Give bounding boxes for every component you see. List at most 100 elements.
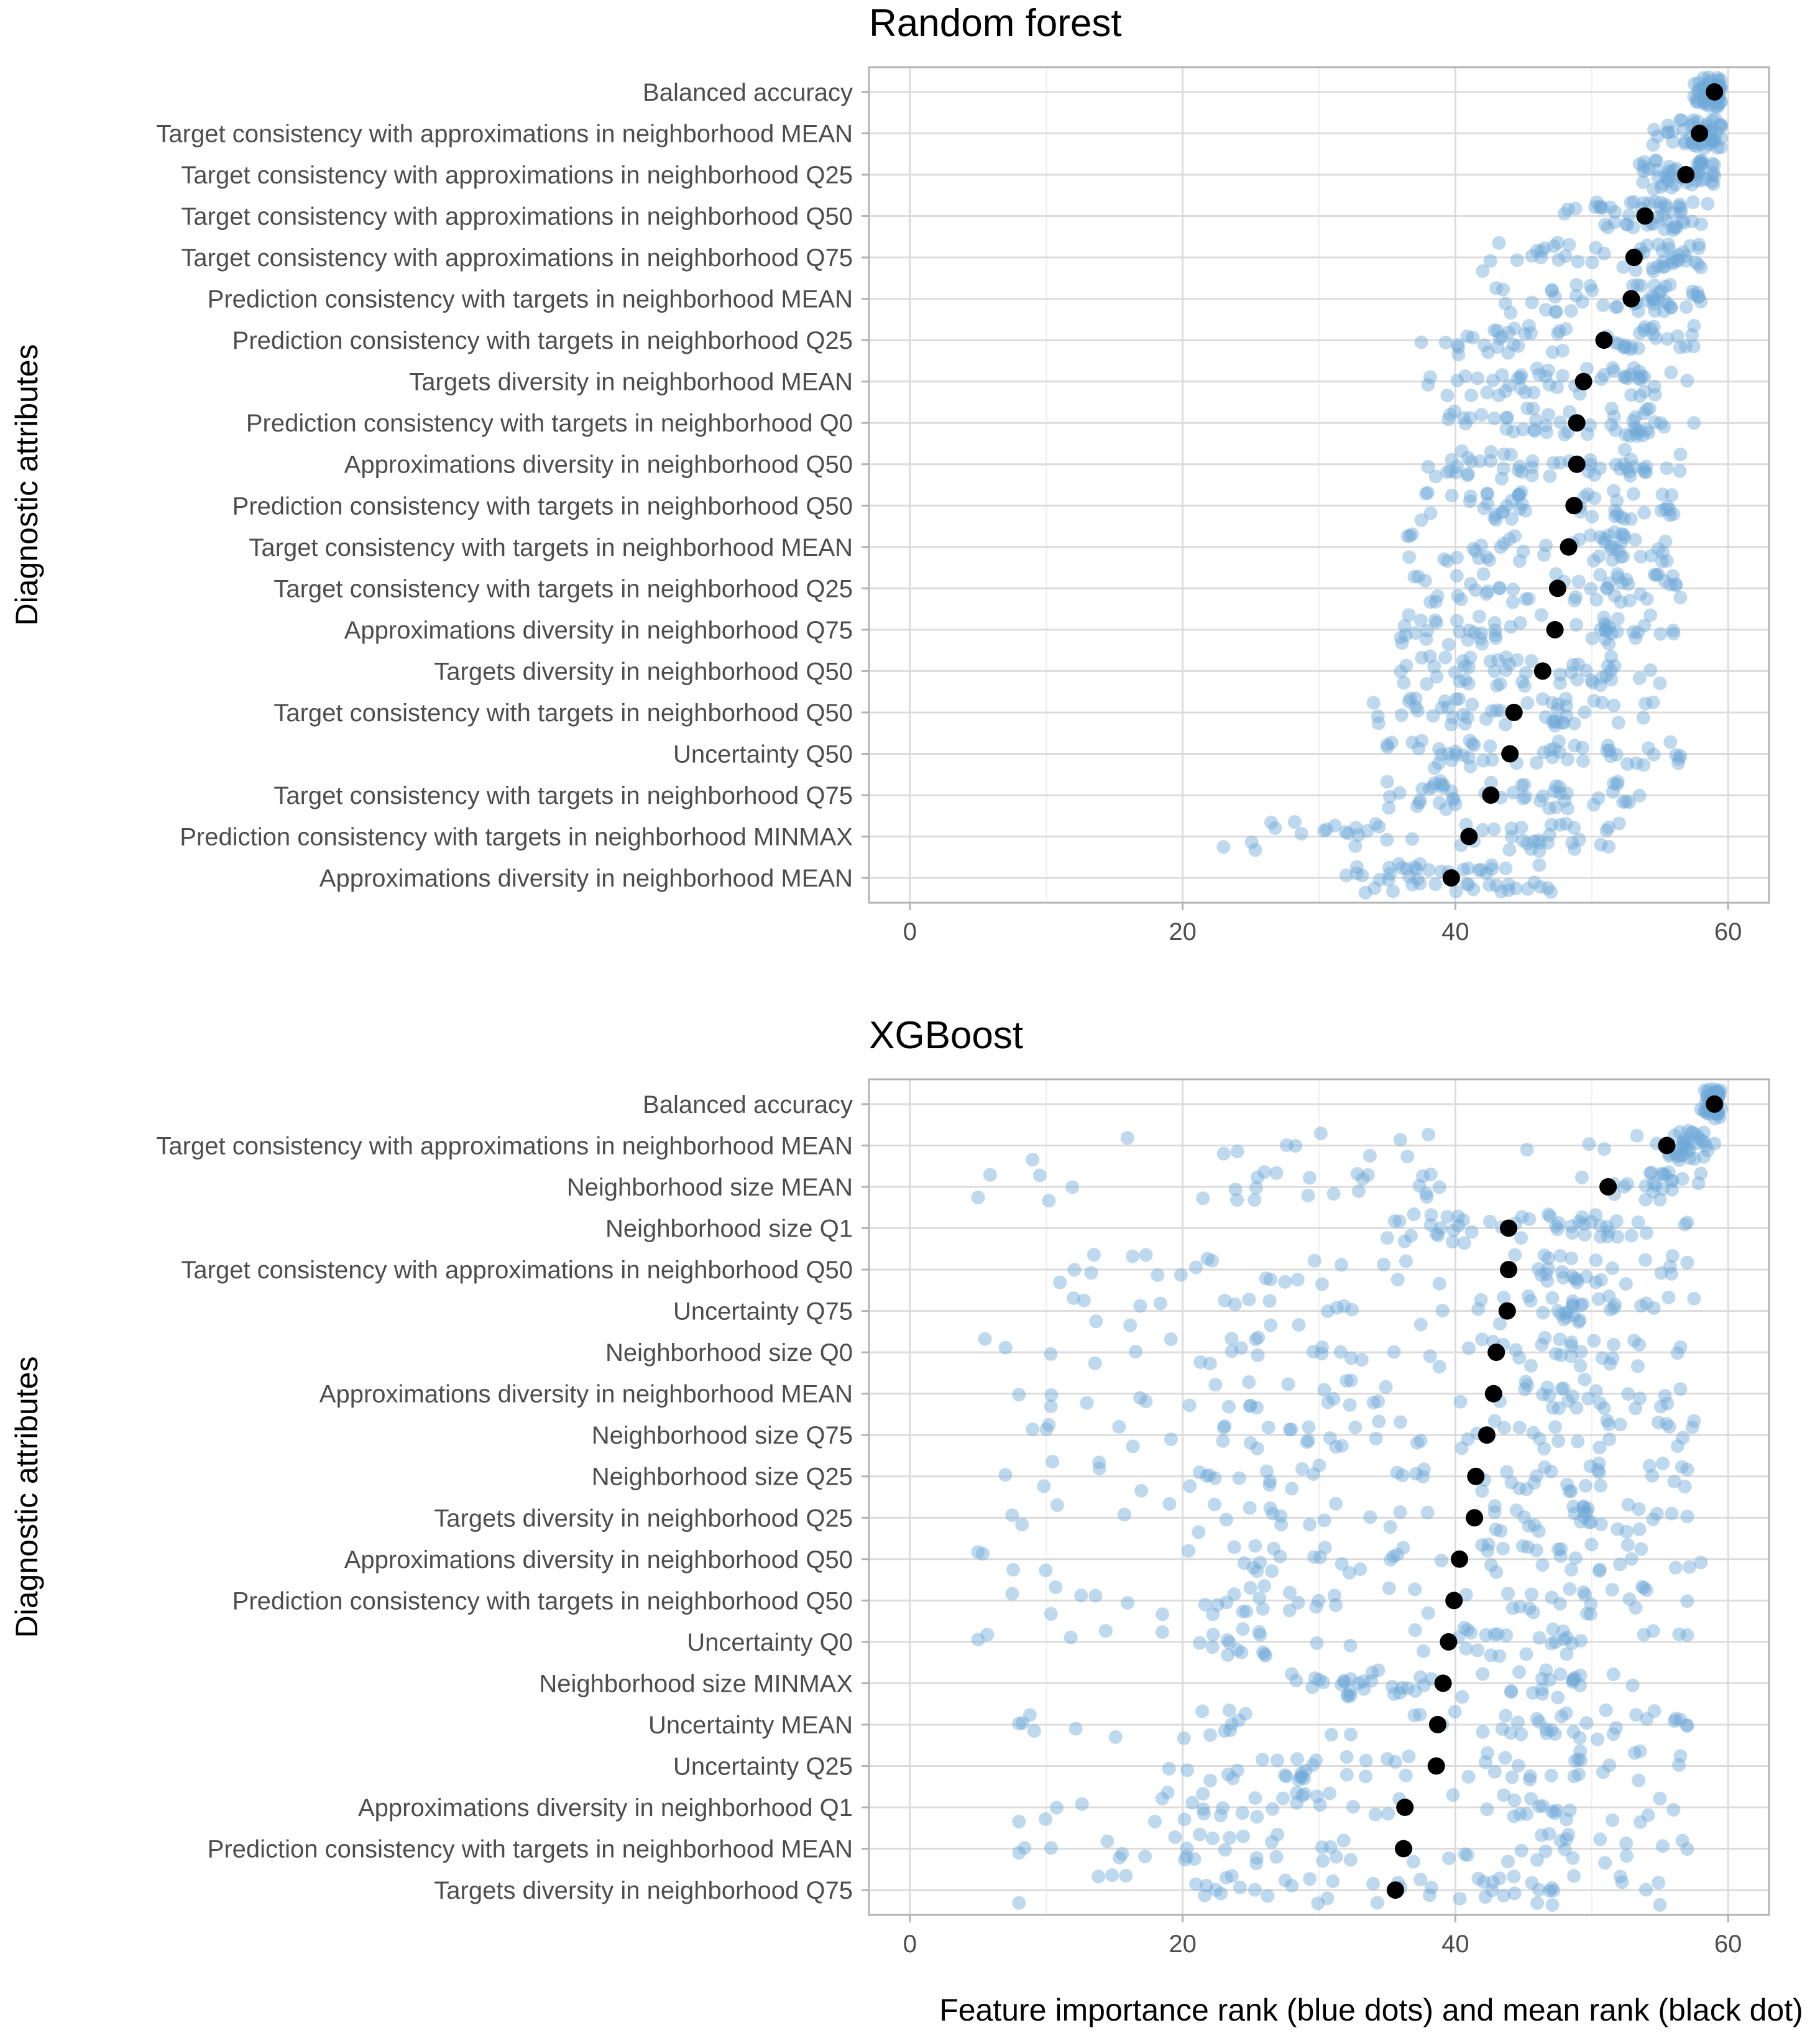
rank-dot [1545, 1590, 1559, 1605]
rank-dot [1664, 366, 1678, 380]
rank-dot [1533, 794, 1547, 808]
y-tick-label: Prediction consistency with targets in n… [232, 492, 853, 520]
rank-dot [1519, 1647, 1533, 1661]
rank-dot [1526, 1605, 1540, 1620]
rank-dot [1656, 260, 1670, 274]
y-tick-label: Prediction consistency with targets in n… [232, 1587, 853, 1615]
rank-dot [1514, 1843, 1528, 1858]
y-tick-label: Prediction consistency with targets in n… [246, 410, 853, 437]
rank-dot [1598, 1856, 1612, 1870]
rank-dot [1612, 544, 1626, 558]
rank-dot [1067, 1291, 1081, 1305]
rank-dot [1551, 1434, 1565, 1448]
rank-dot [1278, 1768, 1292, 1782]
rank-dot [1477, 501, 1491, 515]
rank-dot [1409, 1684, 1422, 1698]
rank-dot [1556, 1271, 1570, 1284]
rank-dot [1619, 795, 1633, 809]
rank-dot [1567, 821, 1581, 835]
rank-dot [1421, 486, 1435, 500]
rank-dot [1646, 327, 1660, 341]
rank-dot [1494, 704, 1508, 718]
rank-dot [1206, 1607, 1220, 1621]
rank-dot [1092, 1455, 1106, 1470]
rank-dot [1649, 568, 1663, 582]
rank-dot [1016, 1716, 1030, 1730]
rank-dot [1616, 549, 1630, 563]
rank-dot [1039, 1563, 1053, 1577]
rank-dot [1313, 1798, 1327, 1812]
rank-dot [1666, 624, 1680, 637]
rank-dot [1669, 748, 1683, 762]
rank-dot [1444, 717, 1458, 732]
rank-dot [1185, 1796, 1200, 1810]
rank-dot [1636, 711, 1650, 725]
rank-dot [1341, 826, 1356, 841]
rank-dot [1220, 1633, 1234, 1647]
rank-dot [1656, 177, 1670, 191]
rank-dot [1647, 279, 1661, 292]
rank-dot [1535, 1672, 1549, 1686]
rank-dot [1545, 345, 1560, 359]
rank-dot [1560, 1310, 1574, 1324]
rank-dot [1555, 1382, 1569, 1396]
rank-dot [1460, 711, 1474, 725]
rank-dot [1309, 1753, 1323, 1768]
rank-dot [1088, 1356, 1102, 1370]
rank-dot [1518, 1382, 1532, 1396]
rank-dot [1372, 1414, 1386, 1429]
rank-dot [1285, 1879, 1299, 1893]
rank-dot [1218, 1724, 1232, 1738]
rank-dot [1617, 340, 1632, 354]
mean-rank-dot [1445, 1592, 1463, 1610]
rank-dot [1524, 1294, 1538, 1308]
rank-dot [1613, 1557, 1627, 1572]
rank-dot [1278, 1873, 1292, 1888]
rank-dot [1560, 1477, 1574, 1492]
rank-dot [1535, 1337, 1549, 1352]
rank-dot [1712, 1110, 1727, 1125]
rank-dot [1527, 424, 1542, 438]
rank-dot [1573, 1313, 1587, 1327]
rank-dot [1489, 703, 1504, 717]
rank-dot [1626, 413, 1640, 428]
rank-dot [1196, 1787, 1210, 1801]
y-axis-title-random-forest: Diagnostic attributes [9, 344, 44, 625]
rank-dot [1216, 1146, 1231, 1161]
rank-dot [1177, 1812, 1192, 1827]
rank-dot [1592, 1456, 1606, 1470]
rank-dot [1629, 631, 1643, 645]
rank-dot [1397, 619, 1412, 633]
x-tick-label: 0 [903, 918, 917, 946]
rank-dot [1361, 1168, 1375, 1182]
rank-dot [1656, 546, 1670, 560]
rank-dot [1580, 1607, 1594, 1621]
rank-dot [1593, 1832, 1607, 1847]
rank-dot [1409, 700, 1423, 714]
rank-dot [1545, 284, 1559, 298]
rank-dot [1652, 237, 1666, 252]
rank-dot [1614, 510, 1629, 524]
rank-dot [971, 1191, 985, 1205]
rank-dot [1624, 367, 1638, 382]
rank-dot [1660, 1416, 1673, 1431]
rank-dot [1365, 1666, 1379, 1680]
rank-dot [1476, 264, 1490, 278]
rank-dot [1208, 1471, 1222, 1485]
rank-dot [1673, 1340, 1688, 1354]
rank-dot [1420, 1190, 1434, 1204]
rank-dot [1707, 1112, 1722, 1126]
rank-dot [1464, 389, 1478, 402]
rank-dot [1593, 678, 1607, 692]
rank-dot [1653, 1192, 1667, 1207]
rank-dot [1668, 577, 1683, 591]
rank-dot [1445, 453, 1459, 467]
rank-dot [1690, 1128, 1704, 1142]
rank-dot [1673, 464, 1687, 478]
rank-dot [1222, 1703, 1236, 1717]
rank-dot [1248, 843, 1262, 857]
rank-dot [1607, 525, 1622, 539]
rank-dot [1564, 1484, 1578, 1498]
rank-dot [1650, 154, 1664, 168]
